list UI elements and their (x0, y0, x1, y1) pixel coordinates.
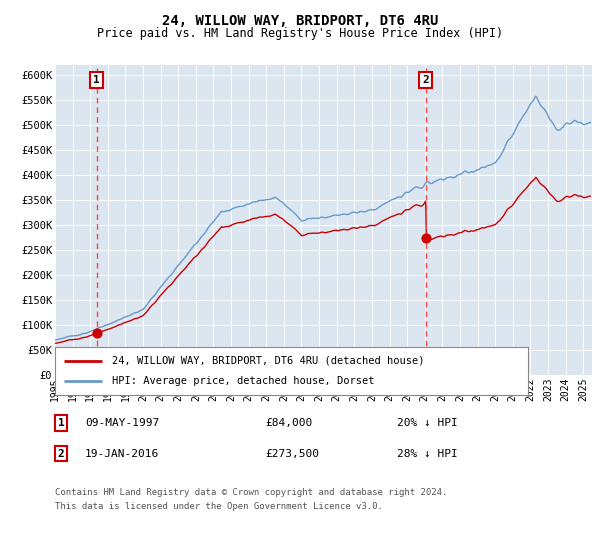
Text: 2: 2 (58, 449, 64, 459)
Text: 2: 2 (422, 75, 429, 85)
Text: 20% ↓ HPI: 20% ↓ HPI (397, 418, 458, 428)
Point (421, 234, 430, 242)
Point (92, 329, 101, 338)
Text: 24, WILLOW WAY, BRIDPORT, DT6 4RU: 24, WILLOW WAY, BRIDPORT, DT6 4RU (162, 14, 438, 28)
Text: 28% ↓ HPI: 28% ↓ HPI (397, 449, 458, 459)
Text: £273,500: £273,500 (265, 449, 319, 459)
Text: 19-JAN-2016: 19-JAN-2016 (85, 449, 159, 459)
Text: 09-MAY-1997: 09-MAY-1997 (85, 418, 159, 428)
Text: Price paid vs. HM Land Registry's House Price Index (HPI): Price paid vs. HM Land Registry's House … (97, 27, 503, 40)
Text: HPI: Average price, detached house, Dorset: HPI: Average price, detached house, Dors… (112, 376, 374, 386)
Text: 24, WILLOW WAY, BRIDPORT, DT6 4RU (detached house): 24, WILLOW WAY, BRIDPORT, DT6 4RU (detac… (112, 356, 424, 366)
Text: 1: 1 (58, 418, 64, 428)
Text: This data is licensed under the Open Government Licence v3.0.: This data is licensed under the Open Gov… (55, 502, 383, 511)
Text: £84,000: £84,000 (265, 418, 312, 428)
Text: Contains HM Land Registry data © Crown copyright and database right 2024.: Contains HM Land Registry data © Crown c… (55, 488, 448, 497)
Text: 1: 1 (93, 75, 100, 85)
